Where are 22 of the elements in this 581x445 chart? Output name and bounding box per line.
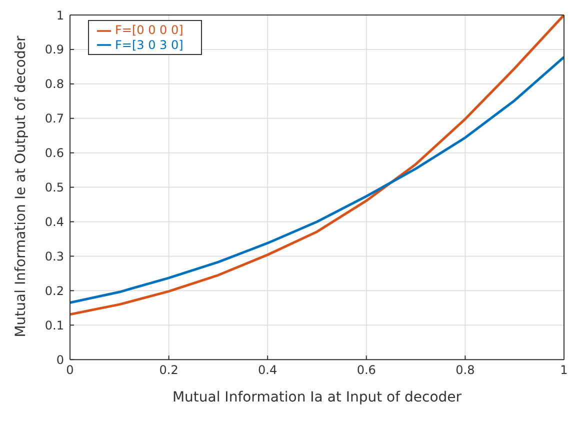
line-series bbox=[70, 56, 564, 304]
x-tick-label: 0.4 bbox=[258, 363, 278, 378]
legend-label: F=[0 0 0 0] bbox=[115, 23, 184, 37]
y-tick-label: 0.5 bbox=[44, 180, 64, 195]
x-tick-label: 0.8 bbox=[456, 363, 475, 378]
x-tick-label: 0.6 bbox=[356, 363, 376, 378]
x-tick-label: 0 bbox=[66, 363, 74, 378]
y-tick-label: 0.9 bbox=[44, 42, 64, 57]
y-tick-label: 0.6 bbox=[44, 146, 64, 160]
y-tick-label: 0.2 bbox=[44, 284, 64, 298]
x-tick-label: 0.2 bbox=[159, 363, 178, 378]
x-tick-label: 1 bbox=[560, 363, 568, 378]
y-tick-label: 0.1 bbox=[44, 318, 64, 332]
y-tick-label: 1 bbox=[56, 8, 64, 22]
y-tick-label: 0.8 bbox=[44, 77, 64, 92]
y-tick-label: 0.4 bbox=[44, 214, 64, 229]
y-axis-title: Mutual Information Ie at Output of decoder bbox=[12, 36, 29, 338]
y-tick-label: 0.3 bbox=[44, 249, 64, 264]
y-tick-label: 0.7 bbox=[44, 112, 64, 126]
y-tick-label: 0 bbox=[56, 352, 64, 367]
x-axis-title: Mutual Information Ia at Input of decoder bbox=[172, 390, 462, 406]
legend-label: F=[3 0 3 0] bbox=[115, 38, 184, 52]
